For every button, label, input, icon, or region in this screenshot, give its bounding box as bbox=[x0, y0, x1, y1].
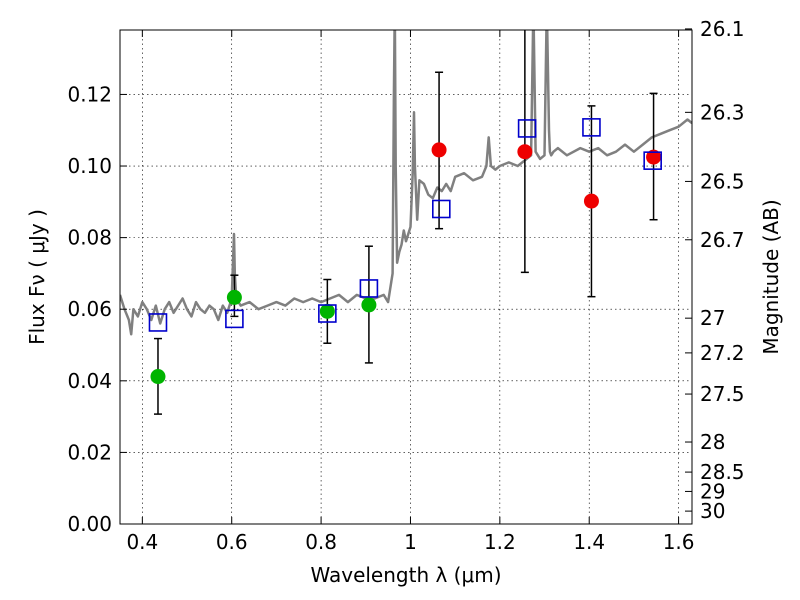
data-markers bbox=[148, 118, 662, 385]
grid-lines bbox=[120, 30, 692, 525]
x-tick-label: 1.2 bbox=[484, 530, 516, 554]
y-tick-label: 0.12 bbox=[67, 82, 112, 106]
red-data-point bbox=[517, 144, 533, 160]
y-axis-label: Flux Fν ( μJy ) bbox=[25, 209, 49, 345]
green-data-point bbox=[361, 297, 377, 313]
model-photometry-square bbox=[148, 313, 168, 332]
model-photometry-square bbox=[359, 279, 379, 298]
axis-ticks: 0.4 0.6 0.8 1 1.2 1.4 1.6 0.00 0.02 0.04 0.06 0.08 0… bbox=[67, 17, 744, 554]
red-data-point bbox=[646, 149, 662, 165]
red-data-point bbox=[431, 142, 447, 158]
green-data-point bbox=[226, 289, 242, 305]
x-tick-label: 0.8 bbox=[305, 530, 337, 554]
y2-tick-label: 29 bbox=[700, 479, 725, 503]
model-spectrum bbox=[120, 30, 692, 336]
model-spectrum-line bbox=[120, 30, 692, 336]
y2-tick-label: 27 bbox=[700, 306, 725, 330]
plot-frame bbox=[119, 29, 693, 525]
green-data-point bbox=[319, 303, 335, 319]
y2-tick-label: 26.5 bbox=[700, 169, 745, 193]
x-axis-label: Wavelength λ (μm) bbox=[310, 563, 501, 587]
y2-tick-label: 28.5 bbox=[700, 460, 745, 484]
x-tick-label: 0.6 bbox=[216, 530, 248, 554]
x-tick-label: 0.4 bbox=[126, 530, 158, 554]
y2-tick-label: 26.1 bbox=[700, 17, 745, 41]
x-tick-label: 1.4 bbox=[573, 530, 605, 554]
green-data-point bbox=[150, 369, 166, 385]
y-tick-label: 0.00 bbox=[67, 512, 112, 536]
model-photometry-square bbox=[517, 119, 537, 138]
model-photometry-square bbox=[432, 199, 451, 219]
y-tick-label: 0.08 bbox=[67, 226, 112, 250]
y-tick-label: 0.10 bbox=[67, 154, 112, 178]
y2-tick-label: 27.2 bbox=[700, 341, 745, 365]
model-photometry-square bbox=[225, 309, 244, 329]
model-photometry-square bbox=[643, 151, 662, 170]
model-photometry-square bbox=[582, 118, 601, 137]
model-photometry-square bbox=[318, 304, 337, 323]
x-tick-label: 1.6 bbox=[663, 530, 695, 554]
y2-tick-label: 30 bbox=[700, 499, 725, 523]
y-tick-label: 0.02 bbox=[67, 440, 112, 464]
x-tick-label: 1 bbox=[404, 530, 417, 554]
y2-axis-label: Magnitude (AB) bbox=[759, 199, 783, 354]
error-bars bbox=[153, 30, 658, 415]
y2-tick-label: 27.5 bbox=[700, 382, 745, 406]
red-data-point bbox=[583, 193, 599, 209]
y2-tick-label: 26.3 bbox=[700, 100, 745, 124]
y2-tick-label: 26.7 bbox=[700, 228, 745, 252]
y2-tick-label: 28 bbox=[700, 430, 725, 454]
y-tick-label: 0.06 bbox=[67, 297, 112, 321]
y-tick-label: 0.04 bbox=[67, 369, 112, 393]
